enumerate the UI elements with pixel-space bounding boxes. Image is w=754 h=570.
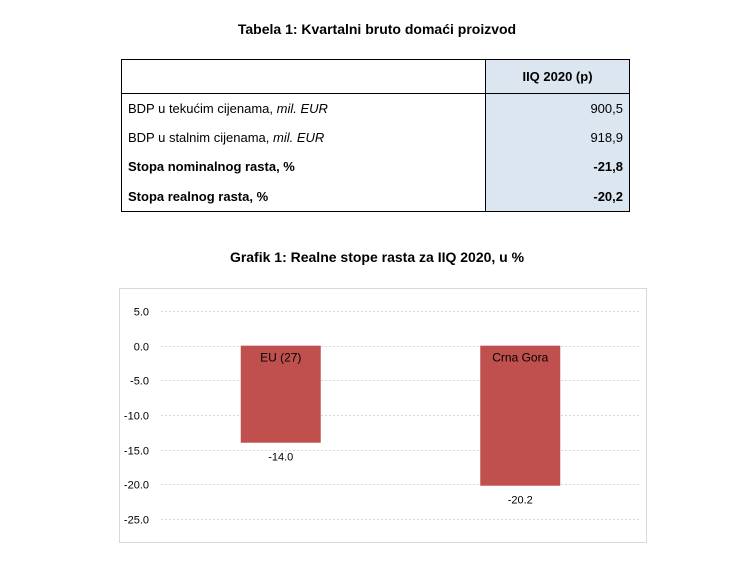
bar xyxy=(240,345,321,443)
row-label-unit: mil. EUR xyxy=(273,130,325,146)
y-tick-label: -15.0 xyxy=(124,446,149,458)
gdp-table: IIQ 2020 (p) BDP u tekućim cijenama, mil… xyxy=(121,59,630,212)
table-header-row: IIQ 2020 (p) xyxy=(121,59,630,94)
row-value: -20,2 xyxy=(485,181,630,212)
y-tick-label: -5.0 xyxy=(130,376,149,388)
row-label-unit: mil. EUR xyxy=(276,101,328,117)
column-header: IIQ 2020 (p) xyxy=(485,59,630,94)
y-tick-label: -25.0 xyxy=(124,515,149,527)
row-label-text: BDP u stalnim cijenama, xyxy=(128,130,273,146)
row-value: 900,5 xyxy=(485,93,630,124)
row-label: BDP u stalnim cijenama, mil. EUR xyxy=(121,123,486,153)
table-header-empty-cell xyxy=(121,59,486,94)
row-label: BDP u tekućim cijenama, mil. EUR xyxy=(121,93,486,124)
table-row: Stopa realnog rasta, % -20,2 xyxy=(121,181,630,212)
y-tick-label: -20.0 xyxy=(124,480,149,492)
table-row: Stopa nominalnog rasta, % -21,8 xyxy=(121,152,630,182)
category-label: EU (27) xyxy=(260,351,301,365)
chart-title: Grafik 1: Realne stope rasta za IIQ 2020… xyxy=(229,249,525,265)
data-label: -20.2 xyxy=(508,495,533,507)
row-label-text: BDP u tekućim cijenama, xyxy=(128,101,277,117)
row-label: Stopa nominalnog rasta, % xyxy=(121,152,486,182)
table-title: Tabela 1: Kvartalni bruto domaći proizvo… xyxy=(237,21,517,37)
table-row: BDP u tekućim cijenama, mil. EUR 900,5 xyxy=(121,93,630,124)
table-row: BDP u stalnim cijenama, mil. EUR 918,9 xyxy=(121,123,630,153)
chart-area: 5.0 0.0 -5.0 -10.0 -15.0 -20.0 -25.0 EU (27) -14… xyxy=(119,288,647,543)
y-tick-label: -10.0 xyxy=(124,411,149,423)
row-value: 918,9 xyxy=(485,123,630,153)
row-value: -21,8 xyxy=(485,152,630,182)
data-label: -14.0 xyxy=(268,452,293,464)
category-label: Crna Gora xyxy=(492,351,548,365)
y-tick-label: 5.0 xyxy=(134,307,149,319)
bar xyxy=(480,345,561,486)
y-tick-label: 0.0 xyxy=(134,342,149,354)
row-label: Stopa realnog rasta, % xyxy=(121,181,486,212)
bar-chart: 5.0 0.0 -5.0 -10.0 -15.0 -20.0 -25.0 EU (27) -14… xyxy=(124,307,640,527)
